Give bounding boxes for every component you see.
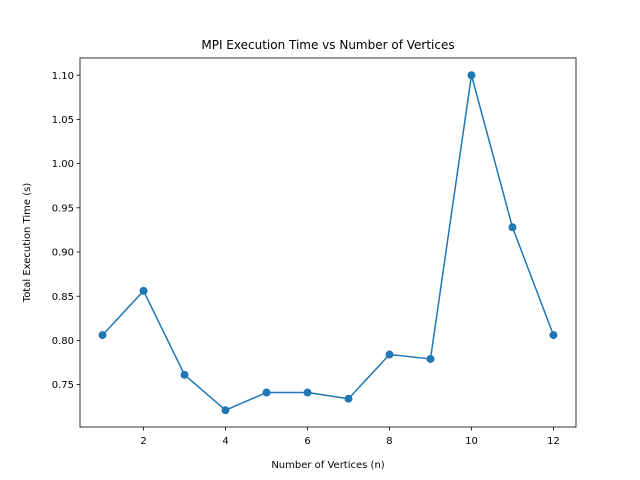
plot-frame	[79, 57, 577, 428]
x-tick-label: 2	[140, 436, 146, 447]
data-point	[549, 331, 558, 340]
y-tick-label: 1.10	[52, 71, 74, 82]
x-tick-label: 4	[222, 436, 228, 447]
data-point	[98, 331, 107, 340]
data-point	[508, 223, 517, 232]
x-tick-label: 12	[547, 436, 560, 447]
x-tick-label: 6	[304, 436, 310, 447]
data-point	[180, 370, 189, 379]
y-axis-label: Total Execution Time (s)	[22, 183, 33, 304]
data-point	[385, 350, 394, 359]
y-tick-label: 0.85	[52, 292, 74, 303]
y-tick-label: 1.05	[52, 115, 74, 126]
chart-title: MPI Execution Time vs Number of Vertices	[201, 38, 454, 52]
data-point	[139, 286, 148, 295]
y-tick-label: 1.00	[52, 159, 74, 170]
series-layer	[98, 71, 558, 415]
y-tick-label: 0.80	[52, 336, 74, 347]
y-tick-label: 0.90	[52, 248, 74, 259]
y-tick-label: 0.75	[52, 380, 74, 391]
x-axis-label: Number of Vertices (n)	[271, 460, 384, 471]
data-point	[344, 394, 353, 403]
plot-area	[80, 58, 576, 427]
y-axis-ticks: 0.75 0.80 0.85 0.90 0.95 1.00 1.05 1.10	[52, 71, 80, 391]
y-tick-label: 0.95	[52, 203, 74, 214]
data-point	[303, 388, 312, 397]
data-point	[467, 71, 476, 80]
x-axis-ticks: 2 4 6 8 10 12	[140, 427, 560, 447]
data-point	[262, 388, 271, 397]
series-line	[102, 74, 555, 411]
x-tick-label: 8	[386, 436, 392, 447]
data-point	[221, 406, 230, 415]
data-point	[426, 354, 435, 363]
x-tick-label: 10	[465, 436, 478, 447]
